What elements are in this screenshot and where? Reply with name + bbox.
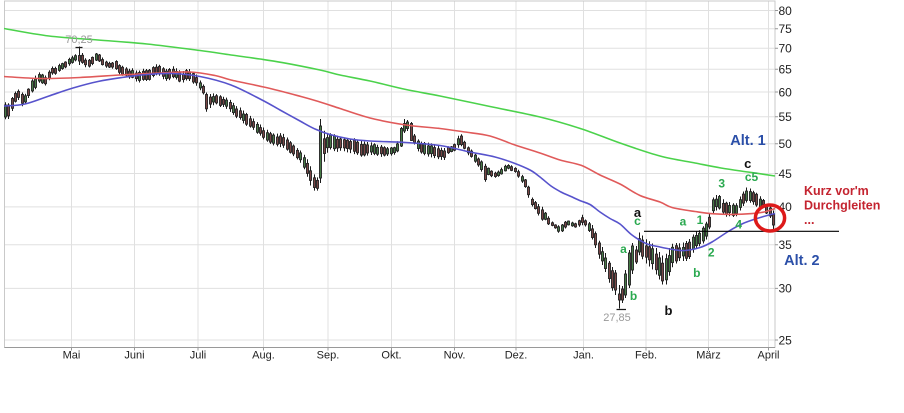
svg-text:Mai: Mai xyxy=(63,350,81,362)
svg-text:Okt.: Okt. xyxy=(381,350,401,362)
svg-text:c: c xyxy=(744,156,751,171)
svg-text:27,85: 27,85 xyxy=(603,312,631,324)
svg-text:b: b xyxy=(630,289,637,303)
svg-text:a: a xyxy=(620,242,627,256)
svg-text:a: a xyxy=(680,215,687,229)
svg-text:Durchgleiten: Durchgleiten xyxy=(804,199,880,213)
svg-text:70,25: 70,25 xyxy=(65,34,93,46)
svg-text:Juli: Juli xyxy=(190,350,207,362)
svg-text:Alt. 1: Alt. 1 xyxy=(730,133,765,149)
svg-text:2: 2 xyxy=(708,246,715,260)
svg-text:3: 3 xyxy=(718,177,725,191)
svg-text:1: 1 xyxy=(697,213,704,227)
svg-text:70: 70 xyxy=(779,42,793,56)
svg-text:April: April xyxy=(757,350,779,362)
svg-text:März: März xyxy=(696,350,720,362)
svg-text:Jan.: Jan. xyxy=(573,350,594,362)
svg-text:75: 75 xyxy=(779,22,793,36)
svg-text:Juni: Juni xyxy=(124,350,144,362)
svg-text:30: 30 xyxy=(779,282,793,296)
svg-text:...: ... xyxy=(804,213,814,227)
svg-text:4: 4 xyxy=(735,218,742,232)
svg-text:Dez.: Dez. xyxy=(505,350,528,362)
svg-text:Nov.: Nov. xyxy=(444,350,466,362)
svg-text:Sep.: Sep. xyxy=(317,350,340,362)
svg-text:a: a xyxy=(634,205,642,220)
svg-text:c5: c5 xyxy=(745,170,759,184)
svg-text:65: 65 xyxy=(779,63,793,77)
svg-text:b: b xyxy=(665,303,673,318)
svg-text:80: 80 xyxy=(779,4,793,18)
svg-text:Aug.: Aug. xyxy=(252,350,275,362)
svg-text:Alt. 2: Alt. 2 xyxy=(784,253,819,269)
svg-text:50: 50 xyxy=(779,137,793,151)
svg-text:45: 45 xyxy=(779,167,793,181)
svg-text:b: b xyxy=(693,266,700,280)
svg-text:c: c xyxy=(634,214,641,228)
svg-text:35: 35 xyxy=(779,238,793,252)
svg-text:55: 55 xyxy=(779,110,793,124)
svg-text:Kurz vor'm: Kurz vor'm xyxy=(804,184,869,198)
svg-text:Feb.: Feb. xyxy=(635,350,657,362)
svg-text:25: 25 xyxy=(779,333,793,347)
svg-text:60: 60 xyxy=(779,85,793,99)
